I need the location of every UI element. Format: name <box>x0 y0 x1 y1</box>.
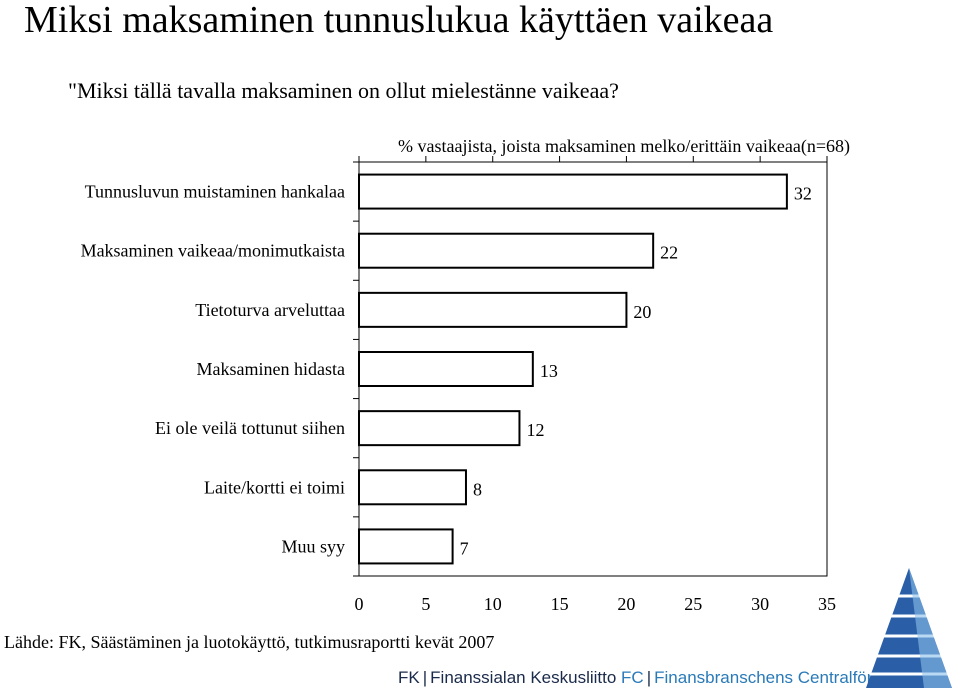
footer-branding: FK | Finanssialan Keskusliitto FC | Finansbr… <box>398 668 910 688</box>
x-tick-label: 10 <box>484 594 502 614</box>
data-label: 32 <box>794 184 812 204</box>
category-label: Ei ole veilä tottunut siihen <box>155 418 345 438</box>
fk-name: Finanssialan Keskusliitto <box>430 668 617 687</box>
survey-question: "Miksi tällä tavalla maksaminen on ollut… <box>68 78 619 103</box>
bar <box>358 469 467 506</box>
bar <box>358 528 454 565</box>
data-label: 22 <box>660 243 678 263</box>
x-tick-label: 5 <box>421 594 430 614</box>
category-label: Muu syy <box>281 536 345 556</box>
bar <box>358 232 655 269</box>
fc-abbr: FC <box>621 668 644 687</box>
logo-highlight <box>909 568 952 688</box>
x-tick-label: 25 <box>684 594 702 614</box>
bar <box>358 291 628 328</box>
data-label: 12 <box>526 420 544 440</box>
x-tick-label: 30 <box>751 594 769 614</box>
fk-logo-icon <box>866 568 952 688</box>
x-tick-label: 0 <box>355 594 364 614</box>
data-label: 20 <box>633 302 651 322</box>
category-label: Maksaminen vaikeaa/monimutkaista <box>81 241 345 261</box>
page-title: Miksi maksaminen tunnuslukua käyttäen va… <box>24 0 774 41</box>
data-label: 13 <box>540 361 558 381</box>
x-tick-label: 20 <box>617 594 635 614</box>
category-label: Maksaminen hidasta <box>197 359 345 379</box>
bar <box>358 351 534 387</box>
source-note: Lähde: FK, Säästäminen ja luotokäyttö, t… <box>4 632 495 652</box>
bar <box>358 173 788 210</box>
category-label: Tietoturva arveluttaa <box>195 300 345 320</box>
footer-divider: | <box>646 668 652 687</box>
data-label: 7 <box>460 538 469 558</box>
x-tick-label: 35 <box>818 594 836 614</box>
data-label: 8 <box>473 479 482 499</box>
footer-divider: | <box>422 668 428 687</box>
x-tick-label: 15 <box>551 594 569 614</box>
fc-name: Finansbranschens Centralförbund <box>654 668 911 687</box>
bar <box>358 410 521 447</box>
fk-abbr: FK <box>398 668 420 687</box>
category-label: Tunnusluvun muistaminen hankalaa <box>85 182 345 202</box>
chart-title: % vastaajista, joista maksaminen melko/e… <box>398 136 850 157</box>
category-label: Laite/kortti ei toimi <box>204 477 345 497</box>
